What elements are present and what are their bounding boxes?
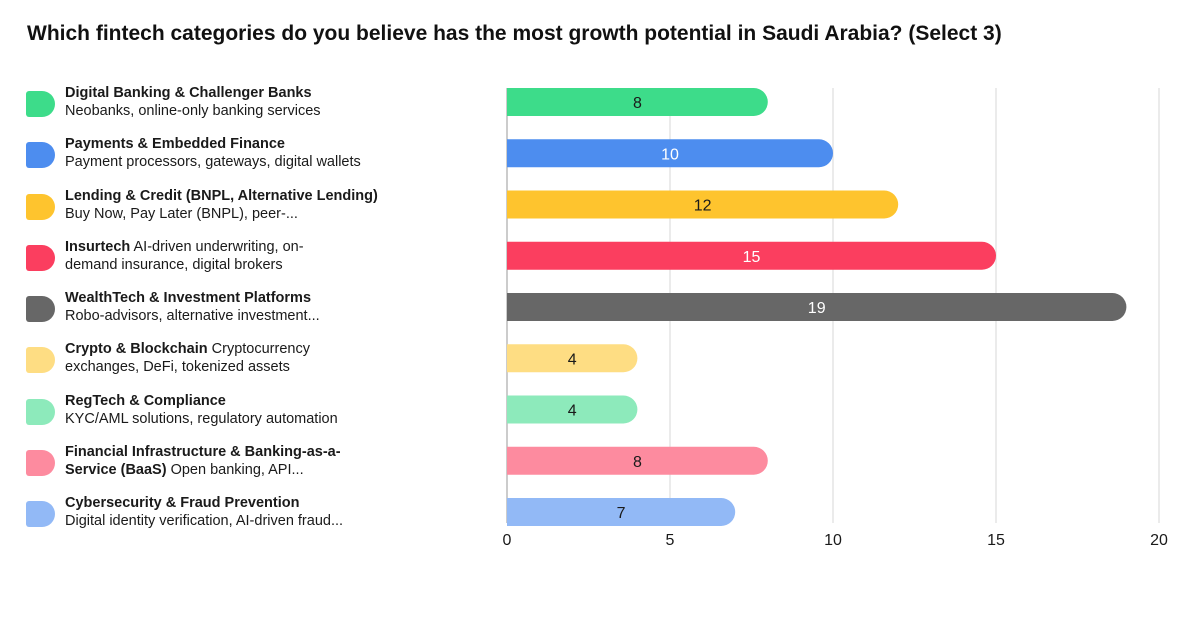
legend-category-name: WealthTech & Investment Platforms: [65, 290, 312, 306]
bar-value-label: 4: [568, 351, 577, 368]
legend-category-name: Lending & Credit (BNPL, Alternative Lend…: [65, 187, 378, 204]
bar-value-label: 12: [694, 198, 712, 215]
bar: [507, 344, 638, 373]
bar: [507, 293, 1127, 321]
bar: [507, 395, 638, 424]
legend-category-name: Insurtech: [65, 238, 131, 255]
legend-label: WealthTech & Investment Platforms Robo-ad…: [65, 289, 485, 325]
legend-description: Robo-advisors, alternative investment...: [65, 308, 320, 324]
legend-description: Open banking, API...: [166, 461, 304, 478]
chart-title: Which fintech categories do you believe …: [27, 22, 1002, 45]
legend-swatch: [26, 501, 55, 527]
bar: [507, 446, 768, 475]
legend-category-name: Service (BaaS): [65, 461, 167, 478]
legend-category-name: Crypto & Blockchain: [65, 341, 208, 358]
bar-value-label: 15: [743, 249, 761, 266]
legend-swatch: [26, 142, 55, 169]
legend-swatch: [26, 347, 55, 374]
legend-item: Digital Banking & Challenger Banks Neoban…: [26, 84, 496, 128]
legend-category-name: RegTech & Compliance: [65, 392, 226, 409]
bar-value-label: 7: [617, 505, 626, 522]
bar: [507, 190, 899, 219]
legend-item: Lending & Credit (BNPL, Alternative Lend…: [26, 187, 496, 231]
legend-item: Financial Infrastructure & Banking-as-a-…: [26, 443, 496, 487]
bar: [507, 139, 834, 168]
legend-description: KYC/AML solutions, regulatory automation: [65, 410, 338, 427]
x-tick-label: 20: [1150, 532, 1168, 549]
bar: [507, 88, 768, 116]
legend-description: exchanges, DeFi, tokenized assets: [65, 359, 290, 376]
legend-description: Buy Now, Pay Later (BNPL), peer-...: [65, 205, 298, 222]
x-tick-label: 15: [987, 532, 1005, 549]
bar: [507, 498, 736, 526]
legend-item: Cybersecurity & Fraud Prevention Digital …: [26, 494, 496, 538]
legend-label: Digital Banking & Challenger Banks Neoban…: [65, 84, 485, 120]
x-tick-label: 0: [503, 532, 512, 549]
legend-swatch: [26, 296, 55, 322]
bar-value-label: 10: [661, 146, 679, 163]
legend-description: Neobanks, online-only banking services: [65, 103, 321, 119]
legend-description: demand insurance, digital brokers: [65, 256, 283, 273]
legend-label: Crypto & Blockchain Cryptocurrency exchan…: [65, 340, 485, 376]
legend-description: AI-driven underwriting, on-: [130, 238, 304, 255]
legend-category-name: Payments & Embedded Finance: [65, 136, 285, 153]
legend-label: RegTech & Compliance KYC/AML solutions, r…: [65, 392, 485, 428]
legend-label: Payments & Embedded Finance Payment proce…: [65, 135, 485, 171]
legend-swatch: [26, 91, 55, 117]
bar-value-label: 8: [633, 95, 642, 112]
legend-swatch: [26, 193, 55, 220]
bar-value-label: 8: [633, 454, 642, 471]
x-tick-label: 5: [666, 532, 675, 549]
bar: [507, 241, 997, 270]
legend: Digital Banking & Challenger Banks Neoban…: [26, 0, 496, 630]
legend-description: Digital identity verification, AI-driven…: [65, 513, 344, 529]
bar-value-label: 19: [808, 300, 826, 317]
x-tick-label: 10: [824, 532, 842, 549]
legend-swatch: [26, 449, 55, 476]
legend-item: Insurtech AI-driven underwriting, on-dem…: [26, 238, 496, 282]
legend-item: WealthTech & Investment Platforms Robo-ad…: [26, 289, 496, 333]
legend-description: Payment processors, gateways, digital wa…: [65, 154, 361, 171]
legend-item: Crypto & Blockchain Cryptocurrency exchan…: [26, 340, 496, 384]
legend-label: Insurtech AI-driven underwriting, on-dem…: [65, 238, 485, 274]
legend-item: Payments & Embedded Finance Payment proce…: [26, 135, 496, 179]
legend-description: Cryptocurrency: [207, 341, 310, 358]
legend-item: RegTech & Compliance KYC/AML solutions, r…: [26, 392, 496, 436]
bar-value-label: 4: [568, 403, 577, 420]
legend-label: Cybersecurity & Fraud Prevention Digital …: [65, 494, 485, 530]
legend-label: Financial Infrastructure & Banking-as-a-…: [65, 443, 485, 479]
legend-label: Lending & Credit (BNPL, Alternative Lend…: [65, 187, 485, 223]
legend-category-name: Financial Infrastructure & Banking-as-a-: [65, 443, 341, 460]
legend-category-name: Digital Banking & Challenger Banks: [65, 85, 312, 101]
legend-category-name: Cybersecurity & Fraud Prevention: [65, 495, 300, 511]
legend-swatch: [26, 244, 55, 271]
legend-swatch: [26, 398, 55, 425]
